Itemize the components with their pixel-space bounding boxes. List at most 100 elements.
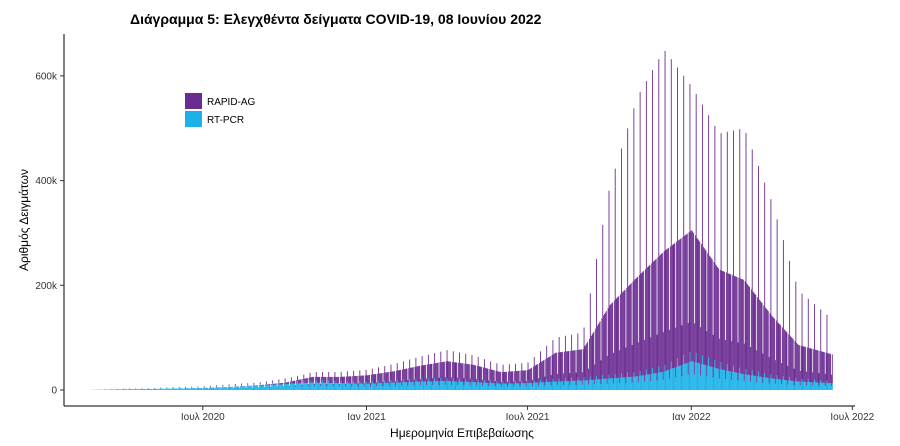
bar-rapid-ag <box>724 272 725 370</box>
bar-rapid-ag <box>290 382 291 384</box>
bar-rt-pcr <box>685 364 686 390</box>
bar-rapid-ag <box>796 343 797 381</box>
bar-rapid-ag <box>433 363 434 381</box>
bar-rt-pcr <box>434 378 435 390</box>
bar-rapid-ag <box>484 359 485 380</box>
bar-rapid-ag <box>480 367 481 383</box>
bar-rt-pcr <box>539 383 540 390</box>
bar-rt-pcr <box>238 387 239 390</box>
bar-rapid-ag <box>771 316 772 379</box>
bar-rapid-ag <box>827 353 828 383</box>
bar-rapid-ag <box>617 298 618 378</box>
bar-rapid-ag <box>407 380 408 386</box>
bar-rt-pcr <box>832 383 833 390</box>
bar-rt-pcr <box>261 386 262 390</box>
bar-rt-pcr <box>305 383 306 390</box>
bar-rapid-ag <box>409 360 410 380</box>
bar-rt-pcr <box>145 389 146 390</box>
bar-rapid-ag <box>534 357 535 380</box>
bar-rapid-ag <box>451 377 452 385</box>
bar-rapid-ag <box>400 370 401 383</box>
bar-rt-pcr <box>705 365 706 390</box>
bar-rt-pcr <box>376 386 377 390</box>
bar-rapid-ag <box>386 372 387 383</box>
bar-rt-pcr <box>187 388 188 390</box>
bar-rapid-ag <box>763 305 764 377</box>
bar-rapid-ag <box>420 379 421 385</box>
bar-rt-pcr <box>111 389 112 390</box>
bar-rt-pcr <box>827 383 828 390</box>
bar-rt-pcr <box>436 381 437 390</box>
bar-rapid-ag <box>821 351 822 382</box>
bar-rapid-ag <box>544 360 545 382</box>
bar-rapid-ag <box>317 377 318 383</box>
bar-rapid-ag <box>713 335 714 378</box>
bar-rt-pcr <box>437 381 438 390</box>
bar-rapid-ag <box>468 364 469 382</box>
bar-rt-pcr <box>267 385 268 390</box>
bar-rapid-ag <box>489 369 490 383</box>
bar-rt-pcr <box>699 363 700 390</box>
bar-rt-pcr <box>290 384 291 390</box>
bar-rapid-ag <box>367 375 368 383</box>
bar-rt-pcr <box>505 384 506 390</box>
bar-rt-pcr <box>686 363 687 390</box>
bar-rapid-ag <box>651 263 652 374</box>
bar-rapid-ag <box>431 364 432 382</box>
bar-rapid-ag <box>269 384 270 385</box>
bar-rapid-ag <box>807 347 808 382</box>
bar-rapid-ag <box>478 357 479 380</box>
bar-rapid-ag <box>676 242 677 367</box>
bar-rapid-ag <box>316 372 317 380</box>
bar-rt-pcr <box>153 389 154 390</box>
bar-rapid-ag <box>286 382 287 384</box>
bar-rt-pcr <box>662 372 663 390</box>
bar-rt-pcr <box>785 380 786 390</box>
x-axis-title: Ημερομηνία Επιβεβαίωσης <box>390 426 534 440</box>
bar-rapid-ag <box>727 132 728 364</box>
bar-rapid-ag <box>556 353 557 382</box>
bar-rapid-ag <box>739 129 740 367</box>
bar-rt-pcr <box>258 388 259 390</box>
bar-rt-pcr <box>748 375 749 390</box>
bar-rt-pcr <box>411 382 412 390</box>
bar-rapid-ag <box>282 383 283 384</box>
bar-rapid-ag <box>660 255 661 373</box>
bar-rt-pcr <box>129 389 130 390</box>
bar-rapid-ag <box>367 375 368 383</box>
bar-rt-pcr <box>350 383 351 390</box>
bar-rapid-ag <box>407 369 408 383</box>
bar-rt-pcr <box>252 388 253 390</box>
bar-rt-pcr <box>378 381 379 390</box>
bar-rt-pcr <box>179 388 180 390</box>
bar-rapid-ag <box>464 378 465 385</box>
bar-rapid-ag <box>372 369 373 382</box>
bar-rt-pcr <box>518 383 519 390</box>
bar-rt-pcr <box>772 379 773 390</box>
bar-rt-pcr <box>441 381 442 390</box>
bar-rapid-ag <box>690 231 691 362</box>
bar-rt-pcr <box>117 389 118 390</box>
bar-rt-pcr <box>670 369 671 390</box>
bar-rt-pcr <box>564 381 565 390</box>
bar-rt-pcr <box>104 389 105 390</box>
bar-rt-pcr <box>310 383 311 390</box>
bar-rapid-ag <box>428 355 429 379</box>
bar-rt-pcr <box>423 382 424 390</box>
bar-rt-pcr <box>592 380 593 390</box>
x-tick-label: Ιουλ 2020 <box>181 412 225 423</box>
bar-rt-pcr <box>151 389 152 390</box>
bar-rt-pcr <box>142 389 143 390</box>
bar-rapid-ag <box>559 337 560 379</box>
bar-rt-pcr <box>502 384 503 390</box>
bar-rt-pcr <box>623 377 624 390</box>
bar-rapid-ag <box>351 376 352 383</box>
bar-rt-pcr <box>181 388 182 390</box>
bar-rt-pcr <box>297 381 298 390</box>
bar-rt-pcr <box>368 384 369 390</box>
bar-rapid-ag <box>738 278 739 373</box>
bar-rapid-ag <box>391 372 392 383</box>
bar-rt-pcr <box>706 365 707 390</box>
bar-rapid-ag <box>768 311 769 378</box>
bar-rt-pcr <box>800 385 801 390</box>
